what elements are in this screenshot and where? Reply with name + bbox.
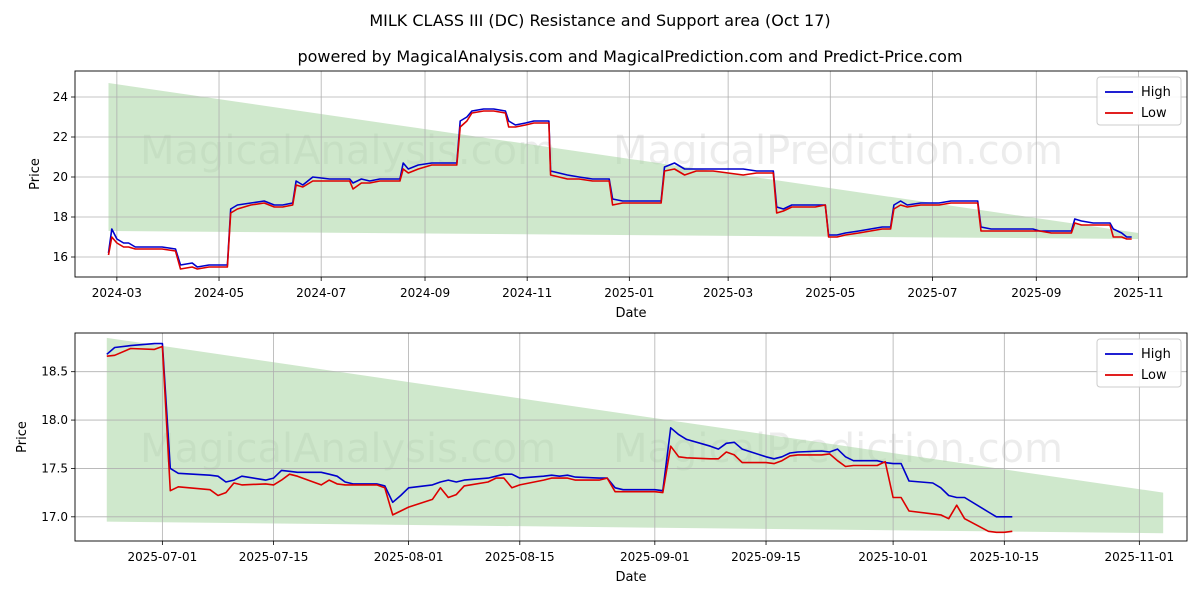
x-tick-label: 2025-07-15: [239, 550, 309, 564]
x-tick-label: 2025-09-15: [731, 550, 801, 564]
x-tick-label: 2025-03: [703, 286, 753, 300]
y-tick-label: 18.5: [41, 365, 68, 379]
plot-frame: [74, 332, 1188, 542]
y-tick-label: 18: [53, 210, 68, 224]
y-tick-label: 17.0: [41, 510, 68, 524]
x-tick-label: 2024-03: [92, 286, 142, 300]
series-line-high: [107, 108, 1132, 268]
x-axis-label: Date: [615, 306, 646, 321]
series-line-low: [107, 110, 1132, 270]
x-tick-label: 2025-07-01: [127, 550, 197, 564]
plot-frame: [74, 70, 1188, 278]
series-line-low: [106, 345, 1013, 534]
x-tick-label: 2025-07: [907, 286, 957, 300]
chart-bottom: MagicalAnalysis.comMagicalPrediction.com…: [15, 332, 1188, 585]
legend-label-low: Low: [1141, 106, 1167, 121]
x-tick-label: 2025-11-01: [1104, 550, 1174, 564]
legend-label-high: High: [1141, 347, 1171, 362]
y-tick-label: 16: [53, 250, 68, 264]
x-tick-label: 2025-11: [1113, 286, 1163, 300]
figure-subtitle: powered by MagicalAnalysis.com and Magic…: [297, 47, 962, 66]
x-tick-label: 2025-05: [805, 286, 855, 300]
y-tick-label: 17.5: [41, 461, 68, 475]
x-tick-label: 2025-01: [604, 286, 654, 300]
series-line-high: [106, 342, 1013, 518]
x-tick-label: 2025-08-15: [485, 550, 555, 564]
y-axis-label: Price: [15, 421, 30, 453]
legend: High Low: [1096, 76, 1182, 126]
x-tick-label: 2024-07: [296, 286, 346, 300]
y-tick-label: 22: [53, 130, 68, 144]
y-axis-label: Price: [28, 158, 43, 190]
figure-title: MILK CLASS III (DC) Resistance and Suppo…: [369, 11, 830, 30]
x-tick-label: 2025-09: [1011, 286, 1061, 300]
legend-label-high: High: [1141, 85, 1171, 100]
y-tick-label: 18.0: [41, 413, 68, 427]
x-tick-label: 2024-09: [400, 286, 450, 300]
x-tick-label: 2025-10-01: [858, 550, 928, 564]
y-tick-label: 24: [53, 90, 68, 104]
x-tick-label: 2024-11: [502, 286, 552, 300]
legend: High Low: [1096, 338, 1182, 388]
watermark-right: MagicalPrediction.com: [613, 128, 1063, 174]
x-tick-label: 2025-09-01: [620, 550, 690, 564]
x-tick-label: 2025-10-15: [969, 550, 1039, 564]
chart-top: MagicalAnalysis.comMagicalPrediction.com…: [28, 70, 1188, 321]
x-tick-label: 2024-05: [194, 286, 244, 300]
y-tick-label: 20: [53, 170, 68, 184]
x-axis-label: Date: [615, 570, 646, 585]
legend-label-low: Low: [1141, 368, 1167, 383]
support-resistance-band: [108, 83, 1139, 239]
x-tick-label: 2025-08-01: [374, 550, 444, 564]
